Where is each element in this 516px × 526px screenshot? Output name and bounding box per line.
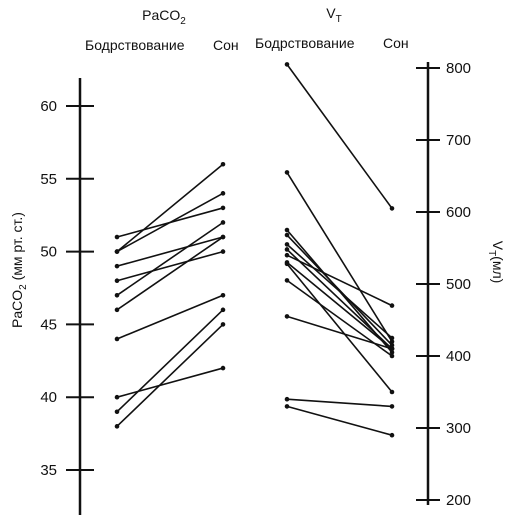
right-sleep-point (389, 350, 395, 355)
right-awake-point (284, 314, 290, 319)
right-panel-title: VT (326, 5, 341, 25)
left-awake-point (114, 234, 120, 240)
left-tick-label: 55 (40, 171, 57, 188)
left-awake-point (114, 307, 120, 313)
right-sleep-point (389, 303, 395, 308)
left-tick-label: 60 (40, 98, 57, 115)
right-series-line (286, 243, 393, 339)
right-awake-point (284, 170, 290, 175)
right-sleep-point (389, 335, 395, 341)
left-series-line (116, 221, 224, 296)
right-tick-label: 600 (446, 204, 471, 221)
right-awake-point (284, 227, 290, 233)
left-series-line (116, 367, 224, 398)
left-series-line (116, 323, 224, 427)
right-series-line (286, 405, 393, 436)
left-series-line (116, 236, 224, 267)
right-sleep-label: Сон (383, 35, 409, 51)
left-sleep-point (220, 292, 226, 298)
right-awake-label: Бодрствование (255, 35, 355, 51)
left-series-line (116, 250, 224, 282)
right-axis-ticks: 200 300 400 500 600 700 800 (416, 60, 471, 509)
left-axis-ticks: 35 40 45 50 55 60 (40, 98, 94, 479)
left-sleep-label: Сон (213, 37, 239, 53)
left-awake-point (114, 278, 120, 284)
left-series-line (116, 163, 224, 253)
left-tick-label: 50 (40, 244, 57, 261)
right-sleep-point (389, 432, 395, 438)
right-awake-point (284, 247, 290, 252)
right-awake-point (284, 261, 290, 267)
right-series-line (286, 254, 393, 307)
right-series-group (284, 62, 395, 438)
left-sleep-point (220, 191, 226, 196)
left-tick-label: 45 (40, 316, 57, 333)
left-series-line (116, 236, 224, 311)
right-sleep-point (389, 339, 395, 344)
left-panel-title: PaCO2 (142, 7, 186, 27)
left-sleep-point (220, 322, 226, 327)
left-axis-title: PaCO2 (мм рт. ст.) (9, 212, 29, 328)
left-awake-point (114, 292, 120, 298)
right-series-line (286, 261, 393, 350)
left-awake-point (114, 336, 120, 342)
left-tick-label: 40 (40, 389, 57, 406)
right-series-line (286, 63, 393, 209)
left-awake-point (114, 409, 120, 415)
right-sleep-point (389, 404, 395, 409)
left-sleep-point (220, 234, 226, 240)
right-series-line (286, 315, 393, 350)
right-axis-title: VT(мл) (486, 241, 506, 284)
right-tick-label: 500 (446, 276, 471, 293)
right-sleep-point (389, 389, 395, 395)
left-sleep-point (220, 365, 226, 371)
left-awake-point (114, 394, 120, 400)
left-sleep-point (220, 307, 226, 313)
left-tick-label: 35 (40, 462, 57, 479)
left-awake-label: Бодрствование (85, 37, 185, 53)
right-tick-label: 700 (446, 132, 471, 149)
right-awake-point (284, 278, 290, 283)
right-series-line (286, 234, 393, 346)
left-series-line (116, 294, 224, 340)
right-sleep-point (389, 206, 395, 211)
left-sleep-point (220, 161, 226, 167)
right-sleep-point (389, 346, 395, 352)
right-series-line (286, 248, 393, 350)
right-awake-point (284, 242, 290, 247)
right-awake-point (284, 232, 290, 238)
right-awake-point (284, 62, 290, 67)
right-series-line (286, 263, 393, 393)
right-awake-point (284, 404, 290, 409)
right-axis: 200 300 400 500 600 700 800 VT(мл) (416, 60, 506, 509)
left-awake-point (114, 424, 120, 429)
left-series-group (114, 161, 226, 429)
left-awake-point (114, 249, 120, 254)
right-tick-label: 200 (446, 492, 471, 509)
right-awake-point (284, 252, 290, 258)
left-series-line (116, 309, 224, 413)
right-tick-label: 400 (446, 348, 471, 365)
right-sleep-point (389, 353, 395, 359)
left-sleep-point (220, 205, 226, 211)
headers: PaCO2 Бодрствование Сон VT Бодрствование… (85, 5, 409, 53)
right-series-line (286, 398, 393, 408)
right-series-line (286, 171, 393, 343)
right-sleep-point (389, 342, 395, 348)
left-series-line (116, 192, 224, 253)
right-tick-label: 300 (446, 420, 471, 437)
left-sleep-point (220, 220, 226, 225)
left-sleep-point (220, 249, 226, 254)
right-tick-label: 800 (446, 60, 471, 77)
left-awake-point (114, 263, 120, 269)
left-axis: 35 40 45 50 55 60 PaCO2 (мм рт. ст.) (9, 78, 94, 515)
right-awake-point (284, 396, 290, 402)
